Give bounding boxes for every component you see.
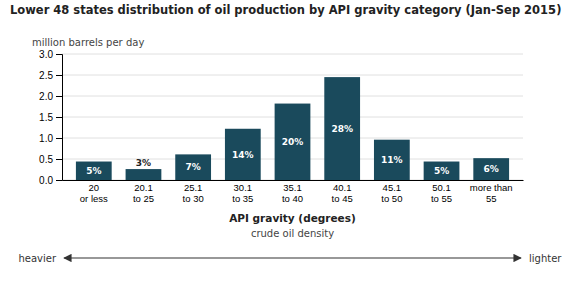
x-tick: 40.1to 45 — [332, 182, 353, 204]
x-tick-label: 40.1to 45 — [332, 182, 353, 204]
y-tick: 1.0 — [39, 133, 62, 144]
y-tick-label: 2.0 — [39, 91, 53, 102]
y-tick-mark — [56, 117, 62, 118]
bar — [324, 77, 360, 180]
y-tick-mark — [56, 54, 62, 55]
grid — [62, 54, 523, 180]
percentage-label: 7% — [186, 162, 201, 172]
y-tick-label: 2.5 — [39, 70, 53, 81]
bar — [175, 154, 211, 180]
y-tick-mark — [56, 138, 62, 139]
y-tick: 2.0 — [39, 91, 62, 102]
arrow — [64, 257, 521, 258]
y-tick-label: 1.0 — [39, 133, 53, 144]
x-tick: more than55 — [470, 182, 513, 204]
percentage-label: 20% — [282, 137, 304, 147]
x-tick: 50.1to 55 — [431, 182, 452, 204]
y-tick-label: 0.5 — [39, 154, 53, 165]
percentage-label: 3% — [136, 158, 151, 168]
y-tick-mark — [56, 159, 62, 160]
grid-line — [62, 96, 523, 97]
grid-line — [62, 75, 523, 76]
x-tick-label: 25.1to 30 — [183, 182, 204, 204]
y-tick: 2.5 — [39, 70, 62, 81]
x-tick-label: 20or less — [80, 182, 108, 204]
y-tick: 1.5 — [39, 112, 62, 123]
plot: 0.00.51.01.52.02.53.020or less20.1to 252… — [39, 49, 523, 204]
x-axis-label: API gravity (degrees) — [229, 212, 356, 224]
x-tick: 35.1to 40 — [282, 182, 303, 204]
percentage-label: 5% — [86, 166, 101, 176]
x-tick-label: 35.1to 40 — [282, 182, 303, 204]
x-tick-label: 45.1to 50 — [381, 182, 402, 204]
x-tick-label: 20.1to 25 — [133, 182, 154, 204]
y-tick: 0.5 — [39, 154, 62, 165]
percentage-label: 14% — [232, 150, 254, 160]
x-tick: 25.1to 30 — [183, 182, 204, 204]
x-axis-sublabel: crude oil density — [251, 228, 334, 239]
bar — [76, 162, 112, 180]
bar — [126, 169, 162, 180]
x-tick: 20.1to 25 — [133, 182, 154, 204]
y-axis-label: million barrels per day — [32, 37, 144, 48]
grid-line — [62, 54, 523, 55]
x-tick: 45.1to 50 — [381, 182, 402, 204]
y-tick-label: 0.0 — [39, 175, 53, 186]
bars — [76, 77, 509, 180]
y-tick-mark — [56, 75, 62, 76]
arrow-left-label: heavier — [18, 253, 56, 264]
percentage-label: 5% — [434, 166, 449, 176]
bar — [424, 162, 460, 180]
x-tick: 30.1to 35 — [232, 182, 253, 204]
bar — [374, 140, 410, 180]
chart: Lower 48 states distribution of oil prod… — [0, 0, 575, 287]
y-tick-mark — [56, 180, 62, 181]
y-axis: 0.0 0.5 1.0 1.5 2.0 2.5 3.0 — [39, 49, 62, 186]
x-tick: 20or less — [80, 182, 108, 204]
y-tick-mark — [56, 96, 62, 97]
bar — [275, 104, 311, 180]
arrow-right-label: lighter — [529, 253, 562, 264]
x-axis: 20or less 20.1to 25 25.1to 30 30.1to 35 35.1… — [63, 181, 524, 205]
y-tick: 0.0 — [39, 175, 62, 186]
y-tick-label: 3.0 — [39, 49, 53, 60]
x-tick-label: more than55 — [470, 182, 513, 204]
x-tick-label: 50.1to 55 — [431, 182, 452, 204]
bar — [473, 158, 509, 180]
x-tick-label: 30.1to 35 — [232, 182, 253, 204]
percentage-label: 28% — [331, 124, 353, 134]
y-axis-line — [56, 55, 63, 181]
y-tick-label: 1.5 — [39, 112, 53, 123]
title: Lower 48 states distribution of oil prod… — [10, 3, 561, 17]
bar — [225, 129, 261, 180]
percentage-label: 6% — [484, 164, 499, 174]
percentage-labels: 5% 3% 7% 14% 20% 28% 11% 5% 6% — [86, 124, 499, 176]
chart-container: Lower 48 states distribution of oil prod… — [0, 0, 575, 287]
y-tick: 3.0 — [39, 49, 62, 60]
percentage-label: 11% — [381, 155, 403, 165]
